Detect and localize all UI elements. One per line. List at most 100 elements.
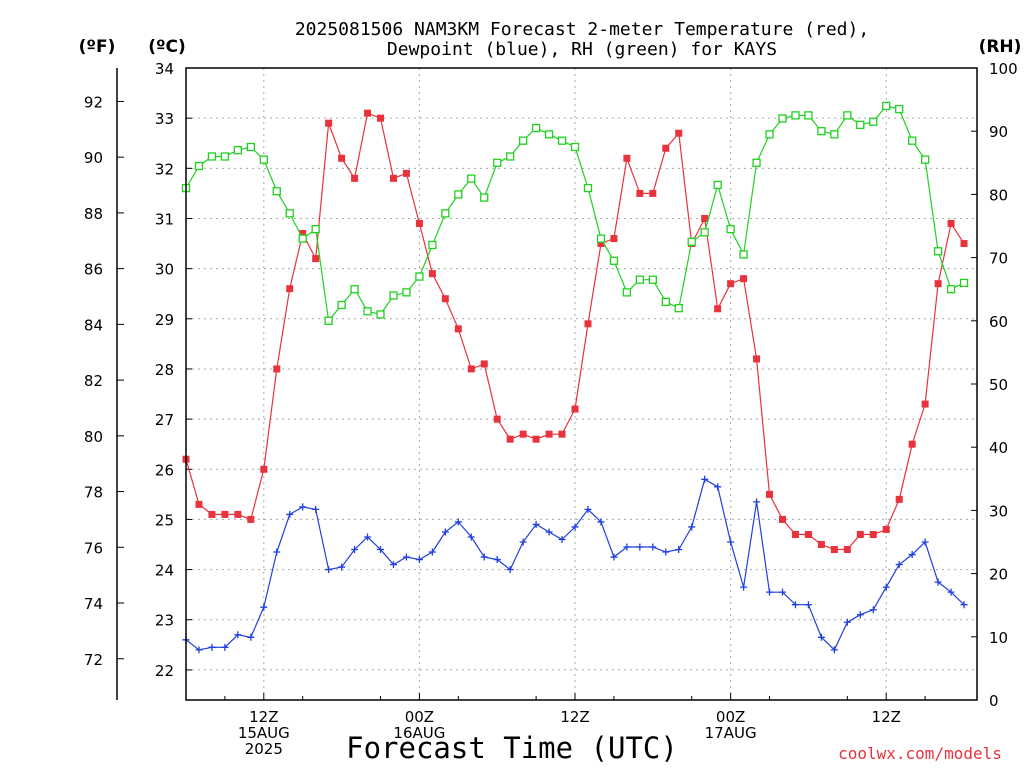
- dewpoint-point: [299, 503, 307, 511]
- x-tick-label: 12Z: [872, 708, 901, 726]
- rh-tick-label: 90: [989, 123, 1008, 141]
- fahrenheit-tick-label: 90: [84, 149, 103, 167]
- rh-point: [700, 228, 709, 237]
- temperature-point: [351, 174, 359, 182]
- temperature-point: [610, 235, 618, 243]
- rh-point: [298, 234, 307, 243]
- rh-point: [817, 127, 826, 136]
- rh-point: [311, 225, 320, 234]
- fahrenheit-tick-label: 72: [84, 651, 103, 669]
- rh-tick-label: 30: [989, 502, 1008, 520]
- rh-tick-label: 70: [989, 250, 1008, 268]
- rh-point: [856, 120, 865, 130]
- temperature-point: [234, 510, 242, 518]
- temperature-point: [441, 295, 449, 303]
- temperature-point: [856, 530, 864, 538]
- temperature-point: [454, 325, 462, 333]
- temperature-point: [584, 320, 592, 328]
- temperature-point: [882, 525, 890, 533]
- celsius-tick-label: 26: [155, 461, 174, 479]
- temperature-point: [532, 435, 540, 443]
- rh-point: [661, 297, 670, 306]
- dewpoint-point: [493, 556, 501, 564]
- credit-label: coolwx.com/models: [838, 744, 1002, 763]
- rh-point: [402, 288, 411, 297]
- rh-point: [428, 240, 437, 250]
- rh-point: [246, 142, 255, 152]
- temperature-point: [778, 515, 786, 523]
- dewpoint-point: [273, 548, 281, 556]
- temperature-point: [364, 109, 372, 117]
- dewpoint-point: [208, 643, 216, 651]
- temperature-point: [921, 400, 929, 408]
- temperature-point: [597, 240, 605, 248]
- dewpoint-point: [454, 518, 462, 526]
- temperature-point: [571, 405, 579, 413]
- temperature-point: [766, 490, 774, 498]
- dewpoint-point: [908, 551, 916, 559]
- rh-point: [441, 209, 450, 218]
- dewpoint-point: [195, 646, 203, 654]
- rh-point: [752, 158, 761, 167]
- temperature-point: [247, 515, 255, 523]
- rh-point: [467, 174, 476, 183]
- temperature-point: [636, 189, 644, 197]
- fahrenheit-tick-label: 84: [84, 316, 103, 334]
- rh-point: [791, 111, 800, 120]
- rh-point: [869, 117, 878, 126]
- temperature-point: [402, 169, 410, 177]
- temperature-point: [843, 546, 851, 554]
- rh-point: [285, 209, 294, 218]
- rh-point: [389, 291, 398, 300]
- x-tick-label: 17AUG: [705, 724, 757, 742]
- rh-point: [350, 285, 359, 294]
- rh-point: [648, 275, 657, 284]
- dewpoint-point: [221, 643, 229, 651]
- temperature-line: [185, 112, 965, 551]
- rh-point: [713, 180, 722, 190]
- rh-point: [959, 278, 969, 288]
- chart-title: 2025081506 NAM3KM Forecast 2-meter Tempe…: [295, 19, 869, 40]
- dewpoint-point: [532, 520, 540, 528]
- temperature-point: [791, 530, 799, 538]
- temperature-point: [195, 500, 203, 508]
- rh-point: [194, 161, 204, 171]
- temperature-point: [299, 230, 307, 238]
- rh-point: [337, 300, 346, 310]
- temperature-point: [389, 174, 397, 182]
- temperature-point: [545, 430, 553, 438]
- rh-point: [531, 123, 541, 133]
- temperature-point: [895, 495, 903, 503]
- dewpoint-point: [947, 588, 955, 596]
- temperature-point: [338, 154, 346, 162]
- temperature-point: [727, 280, 735, 288]
- temperature-point: [960, 240, 968, 248]
- rh-tick-label: 50: [989, 376, 1008, 394]
- dewpoint-point: [817, 633, 825, 641]
- dewpoint-point: [934, 578, 942, 586]
- dewpoint-point: [895, 561, 903, 569]
- rh-point: [557, 136, 567, 145]
- dewpoint-point: [545, 528, 553, 536]
- rh-point: [843, 111, 852, 120]
- x-tick-label: 2025: [245, 740, 283, 758]
- rh-point: [830, 130, 839, 139]
- temperature-point: [830, 546, 838, 554]
- rh-point: [739, 250, 748, 259]
- dewpoint-point: [804, 601, 812, 609]
- celsius-tick-label: 29: [155, 311, 174, 329]
- temperature-point: [325, 119, 333, 127]
- dewpoint-point: [649, 543, 657, 551]
- dewpoint-point: [636, 543, 644, 551]
- x-axis-title: Forecast Time (UTC): [346, 731, 678, 765]
- rh-point: [687, 237, 696, 246]
- fahrenheit-tick-label: 74: [84, 595, 103, 613]
- dewpoint-point: [766, 588, 774, 596]
- dewpoint-point: [830, 646, 838, 654]
- dewpoint-point: [364, 533, 372, 541]
- rh-point: [933, 247, 943, 256]
- dewpoint-point: [753, 498, 761, 506]
- dewpoint-point: [714, 483, 722, 491]
- rh-point: [233, 146, 243, 155]
- dewpoint-point: [415, 556, 423, 564]
